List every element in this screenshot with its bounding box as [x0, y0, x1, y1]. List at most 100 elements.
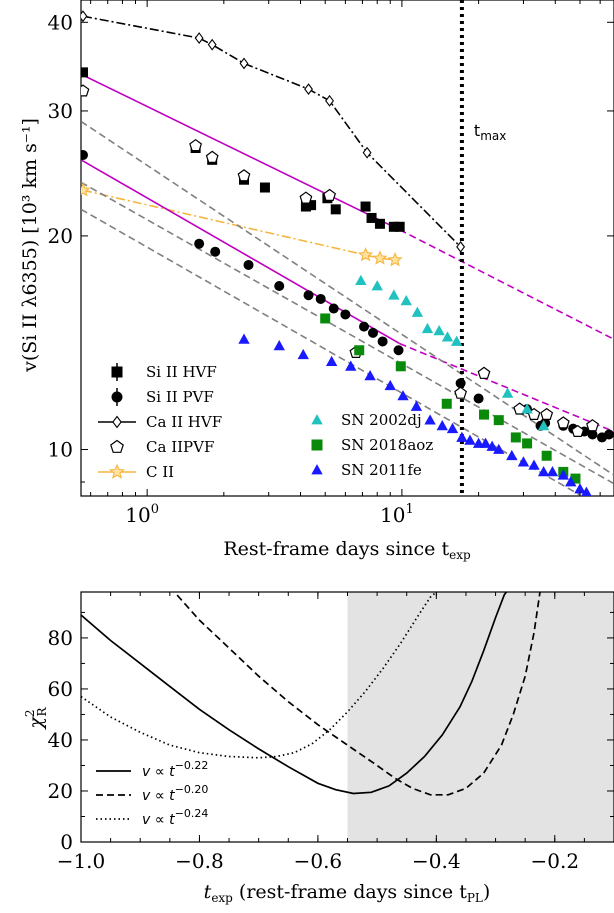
point-ca-ii-hvf-5	[325, 94, 334, 107]
point-si-ii-pvf-3	[243, 259, 254, 270]
point-si-ii-pvf-4	[274, 280, 285, 291]
point-si-ii-pvf-6	[315, 293, 326, 304]
point-sn-2018aoz-3	[441, 398, 452, 409]
point-si-ii-pvf-12	[393, 345, 404, 356]
legend-label: v ∝ t−0.22	[142, 759, 208, 780]
legend-label: SN 2018aoz	[341, 436, 433, 454]
point-sn-2002dj-2	[388, 289, 400, 300]
point-si-ii-pvf-13	[455, 378, 466, 389]
point-sn-2011fe-25	[574, 483, 586, 494]
legend-label: v ∝ t−0.20	[142, 783, 208, 804]
point-ca-iipvf-12	[556, 416, 570, 429]
legend-item-c-ii: C II	[98, 463, 174, 481]
point-si-ii-hvf-4	[259, 182, 270, 193]
point-si-ii-pvf-9	[359, 321, 370, 332]
x-tick-label-exp: 1	[405, 502, 413, 517]
point-si-ii-pvf-21	[587, 429, 598, 440]
legend-label: Si II PVF	[146, 388, 214, 406]
x-tick-label: 100	[125, 502, 159, 527]
point-sn-2002dj-4	[411, 306, 424, 317]
y-tick-label: 40	[48, 728, 73, 752]
point-sn-2002dj-0	[355, 274, 367, 285]
point-ca-iipvf-9	[513, 402, 527, 415]
legend-label: v ∝ t−0.24	[142, 807, 208, 828]
top-data-points	[81, 10, 614, 496]
point-ca-iipvf-3	[237, 169, 251, 182]
point-sn-2011fe-13	[464, 434, 476, 445]
point-sn-2011fe-9	[424, 414, 436, 425]
point-sn-2011fe-3	[325, 355, 338, 367]
point-si-ii-pvf-10	[367, 327, 378, 338]
point-ca-iipvf-13	[571, 424, 585, 437]
x-tick-label: −1.0	[57, 849, 106, 873]
legend-label-base: v ∝ t	[142, 788, 175, 804]
point-sn-2002dj-3	[400, 295, 412, 306]
legend-item-sn-2002dj: SN 2002dj	[311, 411, 422, 429]
bottom-x-axis-label: texp (rest-frame days since tPL)	[204, 881, 491, 905]
shaded-region	[347, 592, 614, 842]
point-sn-2011fe-16	[486, 440, 498, 451]
point-sn-2011fe-14	[472, 437, 485, 448]
y-tick-label: 30	[48, 99, 73, 123]
point-c-ii-3	[387, 251, 403, 267]
legend-label: SN 2002dj	[341, 411, 422, 429]
point-sn-2011fe-22	[546, 466, 559, 477]
point-si-ii-pvf-11	[377, 336, 388, 347]
fit-line-7	[81, 181, 614, 485]
point-si-ii-pvf-7	[328, 303, 339, 314]
legend-item-si-ii-pvf: Si II PVF	[111, 388, 214, 406]
point-sn-2011fe-18	[506, 449, 518, 461]
point-c-ii-0	[81, 182, 91, 197]
point-sn-2011fe-8	[410, 400, 423, 411]
point-sn-2011fe-23	[557, 469, 569, 480]
x-tick-label: −0.2	[530, 849, 579, 873]
legend-item-solid: v ∝ t−0.22	[96, 759, 208, 780]
point-si-ii-hvf-11	[374, 218, 385, 229]
point-sn-2018aoz-1	[354, 345, 365, 356]
legend-item-sn-2018aoz: SN 2018aoz	[311, 436, 433, 454]
legend-label-exp: −0.20	[175, 783, 209, 796]
point-sn-2002dj-6	[433, 324, 445, 336]
point-ca-iipvf-4	[299, 191, 313, 204]
point-si-ii-pvf-8	[340, 309, 351, 320]
point-si-ii-hvf-0	[81, 67, 88, 78]
point-ca-ii-hvf-0	[81, 10, 88, 23]
point-sn-2018aoz-6	[510, 432, 521, 443]
y-tick-label: 20	[48, 779, 73, 803]
legend-label-exp: −0.22	[175, 759, 209, 772]
point-si-ii-hvf-10	[366, 212, 377, 223]
legend-marker	[108, 463, 126, 479]
y-tick-label: 0	[60, 830, 73, 854]
legend-item-si-ii-hvf: Si II HVF	[111, 363, 217, 381]
point-sn-2002dj-8	[450, 335, 463, 346]
point-si-ii-pvf-5	[303, 290, 314, 301]
point-sn-2011fe-10	[436, 419, 448, 431]
point-ca-ii-hvf-6	[362, 146, 372, 159]
point-sn-2011fe-20	[528, 459, 540, 470]
legend-marker	[111, 391, 123, 403]
chi2-curve-solid	[81, 592, 508, 795]
x-tick-label: 101	[380, 502, 414, 527]
point-sn-2011fe-26	[581, 486, 592, 496]
fit-line-0	[82, 15, 462, 248]
point-sn-2011fe-5	[364, 370, 376, 381]
point-ca-ii-hvf-7	[456, 240, 466, 253]
legend-item-ca-iipvf: Ca IIPVF	[110, 438, 214, 456]
top-legend: Si II HVF Si II PVF Ca II HVF Ca IIPVF C II S…	[98, 363, 433, 481]
point-sn-2002dj-9	[501, 387, 514, 398]
legend-label: Ca II HVF	[146, 413, 222, 431]
y-tick-label: 60	[48, 677, 73, 701]
x-tick-label-exp: 0	[151, 502, 159, 517]
point-sn-2018aoz-7	[522, 438, 533, 449]
point-sn-2011fe-7	[397, 390, 409, 401]
legend-label: SN 2011fe	[341, 461, 422, 479]
legend-marker	[111, 366, 123, 378]
point-ca-iipvf-5	[323, 188, 337, 201]
chi2-curve-dashed	[173, 592, 541, 796]
point-si-ii-hvf-9	[360, 201, 371, 212]
chi2-curve-dotted	[81, 592, 438, 759]
point-sn-2018aoz-8	[541, 450, 552, 461]
